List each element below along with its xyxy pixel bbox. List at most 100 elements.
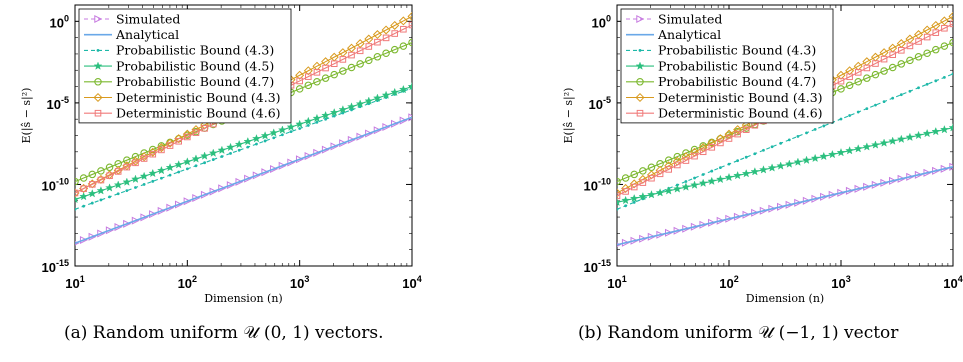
series-point — [639, 167, 647, 175]
series-point — [287, 158, 296, 167]
series-point — [848, 114, 852, 117]
series-point — [762, 148, 765, 152]
series-point — [716, 174, 725, 184]
series-point — [313, 69, 321, 76]
legend-entry-4: Probabilistic Bound (4.5) — [658, 58, 816, 73]
series-point — [853, 144, 863, 153]
caption-b: (b) Random uniform 𝒰 (−1, 1) vector — [578, 323, 899, 343]
legend-box — [78, 8, 292, 124]
series-point — [617, 188, 622, 198]
series-point — [140, 155, 148, 162]
series-point — [839, 117, 843, 121]
series-point — [951, 72, 953, 76]
series-point — [698, 178, 708, 187]
legend-box — [620, 8, 834, 124]
series-point — [390, 45, 399, 54]
series-point — [407, 81, 412, 91]
series-point — [87, 189, 97, 198]
series-point — [123, 156, 131, 164]
series-point — [97, 176, 105, 184]
series-point — [114, 223, 123, 232]
series-point — [134, 186, 137, 189]
series-point — [391, 119, 400, 128]
series-point — [306, 124, 310, 127]
series-line — [617, 166, 953, 246]
series-point — [899, 93, 903, 97]
series-point — [863, 64, 871, 72]
series-2 — [75, 116, 412, 244]
series-point — [149, 210, 158, 219]
series-point — [211, 158, 215, 161]
series-line — [75, 116, 412, 244]
series-point — [617, 207, 619, 211]
series-point — [347, 102, 356, 111]
series-point — [156, 143, 166, 153]
series-point — [408, 38, 412, 47]
series-point — [382, 34, 390, 42]
series-point — [356, 47, 364, 55]
series-point — [312, 113, 322, 123]
series-point — [329, 108, 339, 117]
series-point — [200, 151, 209, 160]
series-point — [298, 127, 302, 130]
series-point — [915, 38, 922, 45]
series-point — [802, 155, 811, 164]
series-point — [235, 177, 244, 186]
legend-marker — [94, 109, 102, 117]
series-point — [226, 181, 235, 190]
legend-entry-7: Deterministic Bound (4.6) — [658, 106, 823, 121]
series-point — [125, 189, 129, 193]
series-point — [736, 159, 740, 163]
series-point — [114, 168, 122, 175]
series-point — [234, 139, 244, 149]
series-point — [184, 133, 191, 141]
series-point — [718, 166, 722, 170]
series-point — [400, 25, 407, 33]
series-point — [330, 70, 338, 79]
series-point — [108, 195, 111, 199]
series-point — [822, 124, 826, 128]
series-point — [75, 194, 80, 204]
series-point — [96, 186, 106, 195]
series-point — [166, 142, 174, 149]
series-point — [710, 169, 714, 173]
x-tick-label: 102 — [178, 274, 197, 291]
series-point — [879, 138, 889, 147]
series-point — [244, 174, 253, 183]
legend-marker — [94, 14, 103, 24]
y-tick-label: 10-5 — [589, 95, 611, 112]
series-point — [322, 64, 329, 72]
series-point — [701, 173, 705, 176]
series-point — [260, 131, 270, 140]
x-axis-label: Dimension (n) — [204, 292, 282, 305]
series-point — [80, 185, 87, 192]
series-point — [941, 24, 948, 32]
series-point — [793, 157, 803, 166]
series-point — [880, 67, 888, 75]
series-point — [672, 184, 682, 193]
series-point — [664, 186, 674, 195]
series-point — [305, 73, 312, 80]
series-point — [365, 129, 374, 138]
series-point — [373, 126, 382, 135]
series-point — [122, 177, 132, 186]
series-point — [157, 206, 166, 215]
series-point — [784, 159, 794, 168]
legend-entry-6: Deterministic Bound (4.3) — [116, 90, 281, 105]
series-point — [339, 56, 347, 63]
series-point — [923, 49, 931, 57]
series-point — [727, 162, 731, 166]
series-point — [682, 157, 690, 164]
series-point — [270, 164, 279, 173]
series-point — [845, 81, 854, 90]
series-point — [733, 125, 743, 135]
series-point — [381, 25, 391, 35]
series-point — [874, 103, 877, 107]
series-point — [639, 179, 647, 186]
legend-entry-6: Deterministic Bound (4.3) — [658, 90, 823, 105]
series-line — [75, 87, 412, 210]
legend-entry-1: Simulated — [658, 11, 722, 26]
series-point — [872, 60, 879, 67]
series-point — [407, 11, 412, 21]
